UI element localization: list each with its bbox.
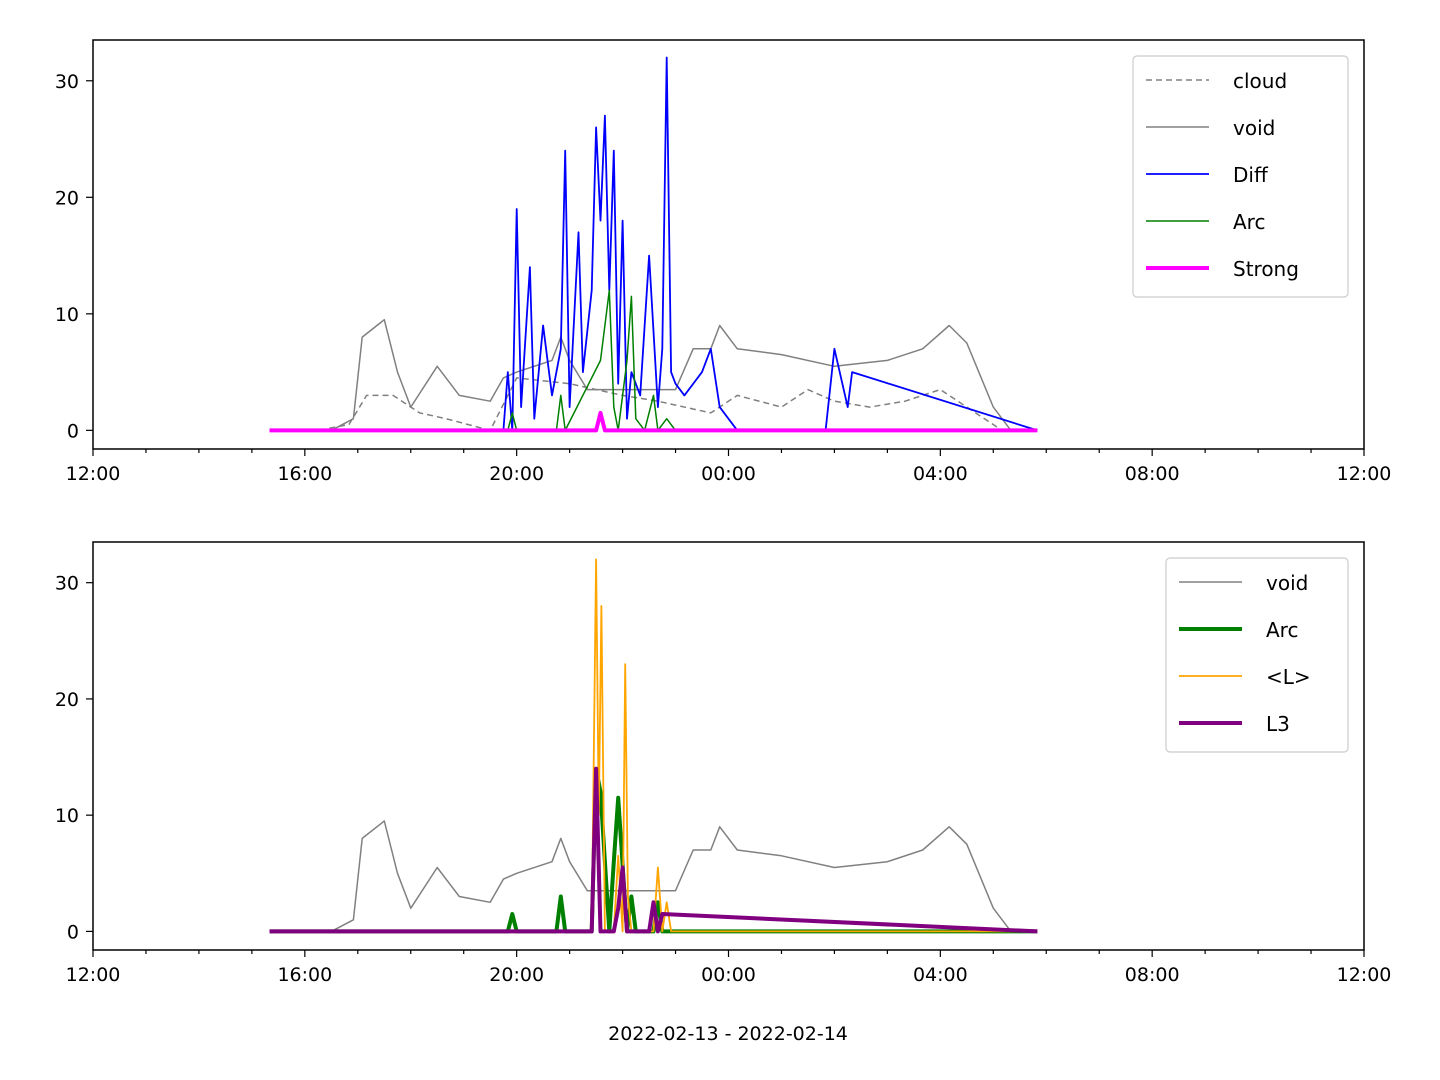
y-tick-label: 30 bbox=[55, 573, 79, 595]
x-tick-label: 00:00 bbox=[701, 964, 756, 986]
x-tick-label: 04:00 bbox=[913, 964, 968, 986]
series-line-l3 bbox=[269, 766, 1038, 934]
y-tick-label: 10 bbox=[55, 304, 79, 326]
legend: void Arc <L> L3 bbox=[1165, 557, 1349, 753]
y-tick-label: 30 bbox=[55, 71, 79, 93]
x-tick-label: 16:00 bbox=[277, 964, 332, 986]
bottom-panel: 0 10 20 30 12:00 16:00 20:00 00:00 04:00 08:00 12:… bbox=[55, 541, 1392, 986]
x-tick-label: 04:00 bbox=[913, 463, 968, 485]
x-tick-label: 12:00 bbox=[1337, 964, 1392, 986]
legend-label-void: void bbox=[1233, 116, 1275, 140]
legend-label-l: <L> bbox=[1266, 665, 1311, 689]
x-tick-label: 20:00 bbox=[489, 964, 544, 986]
legend: cloud void Diff Arc Strong bbox=[1132, 55, 1349, 298]
y-tick-label: 0 bbox=[67, 420, 79, 442]
legend-label-arc: Arc bbox=[1233, 210, 1265, 234]
legend-label-diff: Diff bbox=[1233, 163, 1269, 187]
series-line-cloud bbox=[269, 377, 1038, 432]
legend-label-strong: Strong bbox=[1233, 257, 1299, 281]
legend-label-cloud: cloud bbox=[1233, 69, 1287, 93]
series-line-strong bbox=[269, 410, 1038, 433]
series-line-void bbox=[269, 318, 1038, 432]
x-tick-label: 20:00 bbox=[489, 463, 544, 485]
x-tick-label: 12:00 bbox=[66, 463, 121, 485]
top-panel: 0 10 20 30 12:00 16:00 20:00 00:00 04:00 08:00 12:… bbox=[55, 39, 1392, 485]
y-tick-label: 0 bbox=[67, 921, 79, 943]
series-line-arc bbox=[269, 289, 1038, 432]
legend-label-arc: Arc bbox=[1266, 618, 1298, 642]
y-tick-label: 10 bbox=[55, 805, 79, 827]
x-tick-label: 08:00 bbox=[1125, 463, 1180, 485]
legend-label-void: void bbox=[1266, 571, 1308, 595]
series-line-l bbox=[269, 558, 1038, 933]
legend-label-l3: L3 bbox=[1266, 712, 1290, 736]
x-tick-label: 12:00 bbox=[66, 964, 121, 986]
y-tick-label: 20 bbox=[55, 689, 79, 711]
x-tick-label: 16:00 bbox=[277, 463, 332, 485]
x-axis-label-bottom: 2022-02-13 - 2022-02-14 bbox=[608, 1023, 848, 1045]
legend-box bbox=[1132, 55, 1349, 298]
x-tick-label: 08:00 bbox=[1125, 964, 1180, 986]
series-line-diff bbox=[269, 56, 1038, 432]
y-tick-label: 20 bbox=[55, 187, 79, 209]
x-tick-label: 12:00 bbox=[1337, 463, 1392, 485]
x-tick-label: 00:00 bbox=[701, 463, 756, 485]
legend-box bbox=[1165, 557, 1349, 753]
